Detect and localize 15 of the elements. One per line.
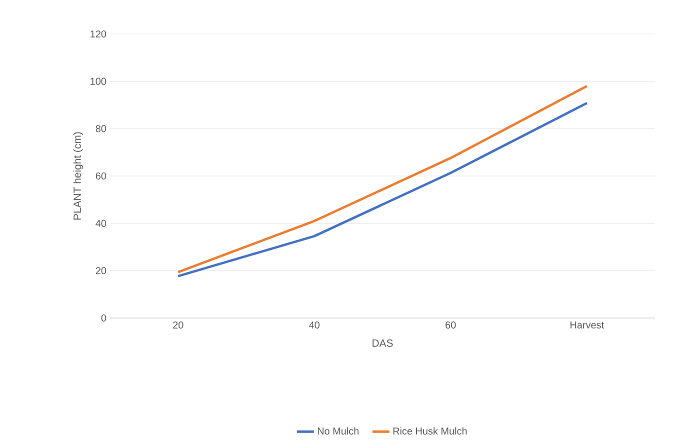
legend-label: Rice Husk Mulch <box>393 427 467 435</box>
y-axis-title: PLANT height (cm) <box>73 132 84 220</box>
x-axis-title: DAS <box>372 339 393 347</box>
x-tick-label: 20 <box>173 322 184 329</box>
x-tick-label: Harvest <box>570 322 604 328</box>
y-tick-label: 0 <box>101 314 106 322</box>
y-tick-label: 100 <box>90 78 106 85</box>
x-tick-label: 40 <box>309 322 320 329</box>
y-tick-label: 80 <box>96 125 106 132</box>
x-tick-label: 60 <box>446 322 456 329</box>
y-tick-label: 60 <box>96 172 106 180</box>
legend-label: No Mulch <box>318 427 359 435</box>
y-tick-label: 120 <box>90 30 106 38</box>
y-tick-label: 20 <box>96 267 106 274</box>
y-tick-label: 40 <box>96 220 106 227</box>
